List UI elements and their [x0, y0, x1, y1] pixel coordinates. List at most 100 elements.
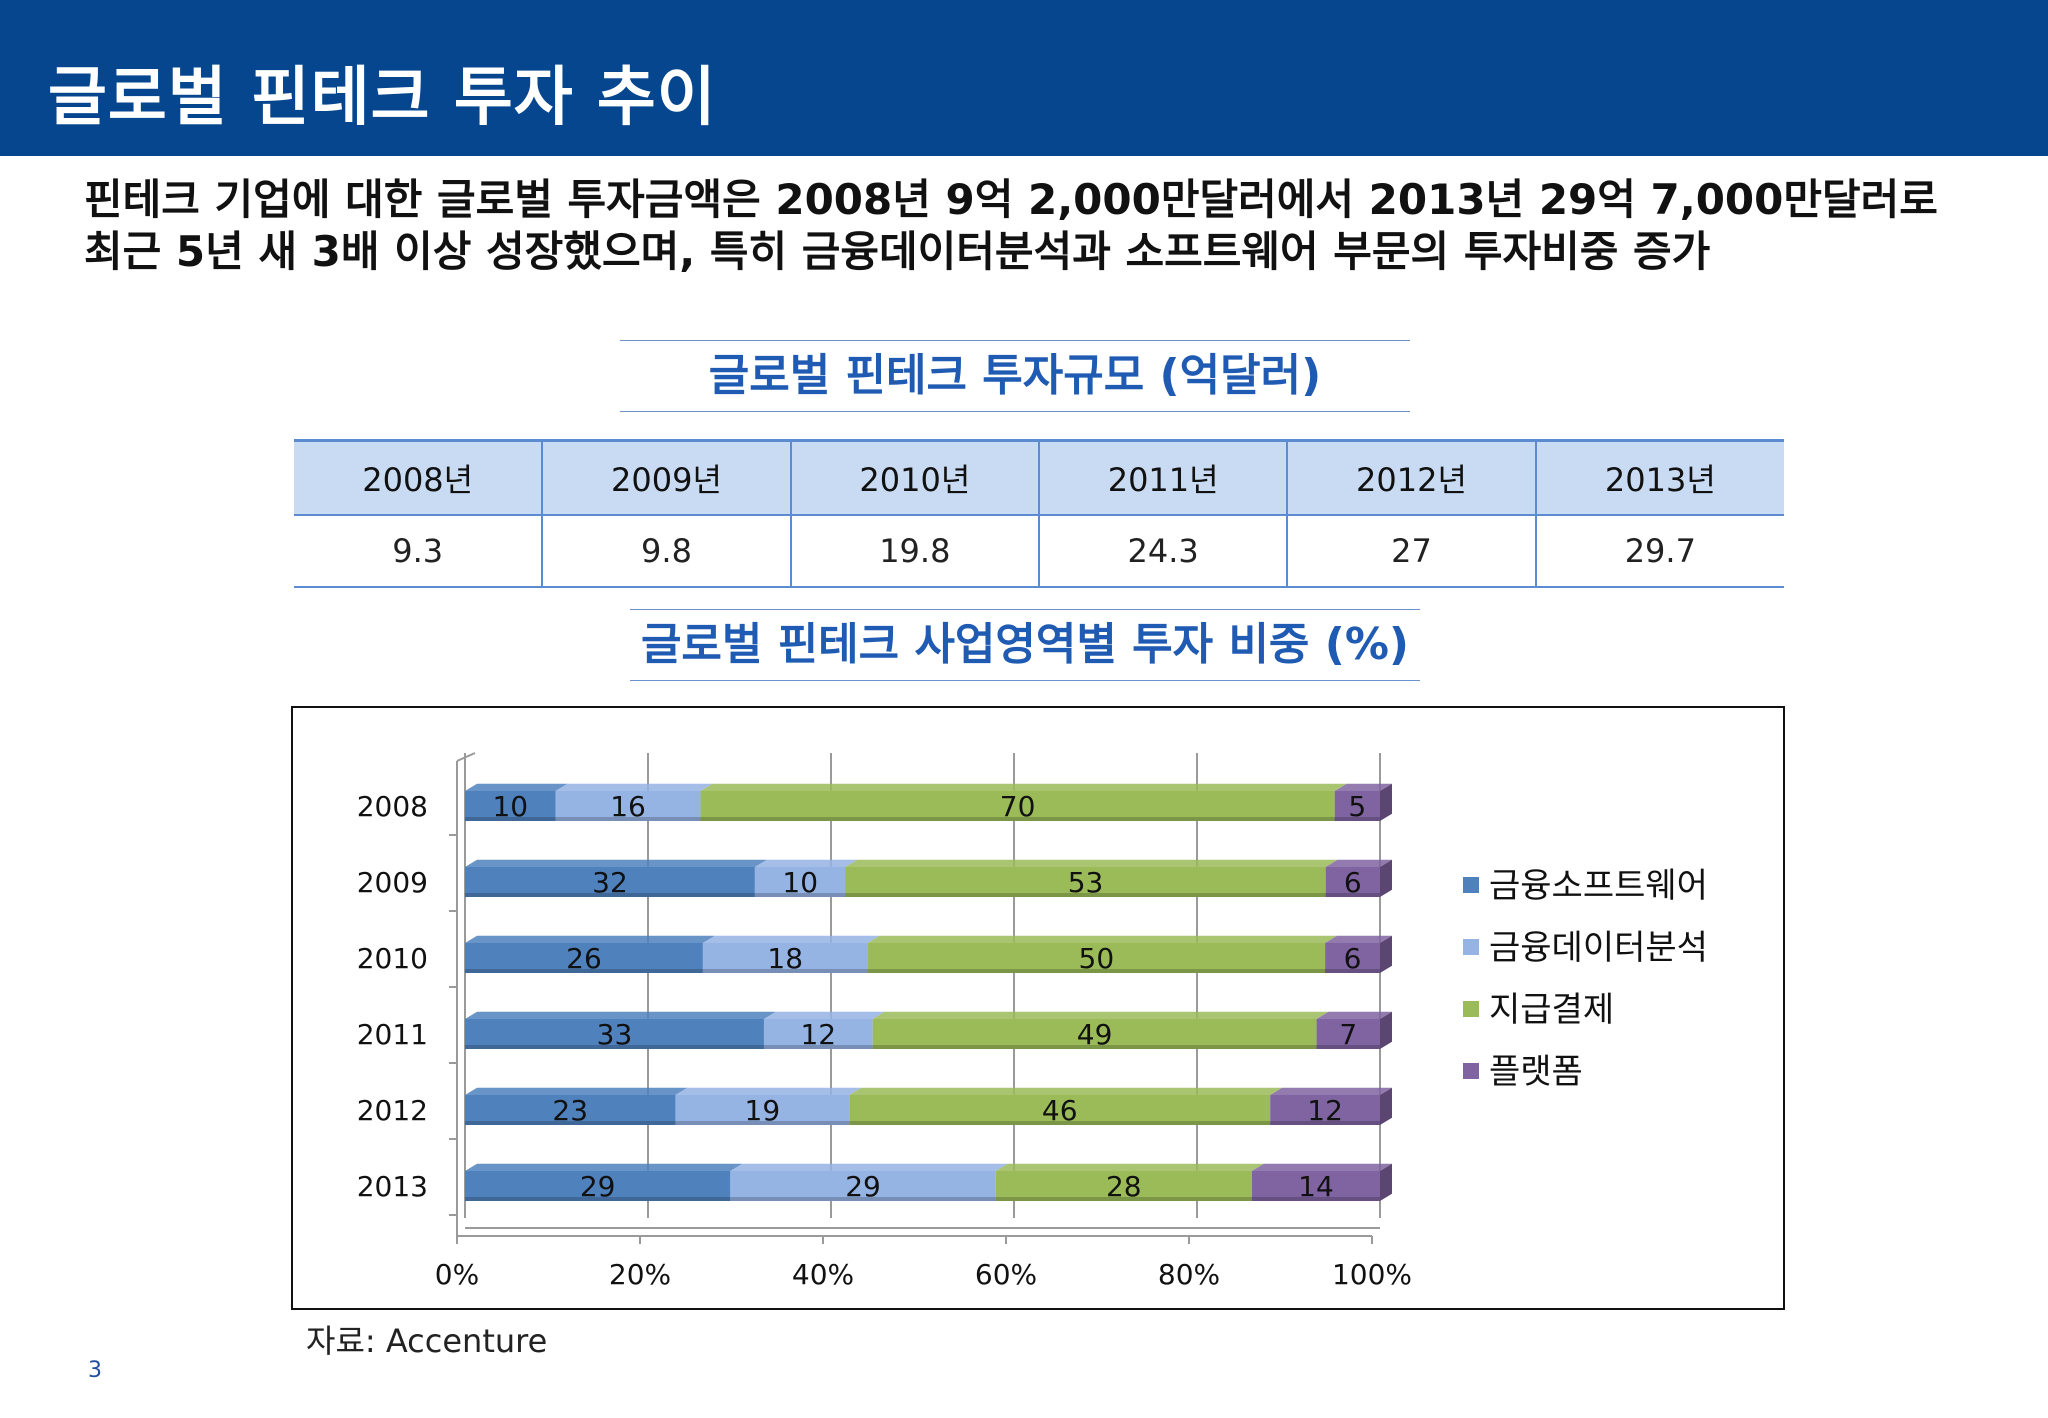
table-header-cell: 2012년 — [1286, 439, 1536, 515]
bar-segment-shade — [845, 893, 1326, 897]
bar-top-face — [872, 1011, 1329, 1019]
data-label: 26 — [566, 942, 602, 975]
table-header-cell: 2008년 — [294, 439, 543, 515]
data-label: 5 — [1348, 790, 1366, 823]
bar-segment — [465, 1095, 676, 1125]
bar-segment-shade — [1270, 1121, 1380, 1125]
legend-label: 지급결제 — [1489, 990, 1614, 1030]
bar-segment — [1316, 1019, 1380, 1049]
bar-segment — [465, 867, 755, 897]
table-cell: 24.3 — [1037, 514, 1288, 588]
source-note: 자료: Accenture — [306, 1322, 548, 1360]
bar-segment-shade — [1325, 893, 1380, 897]
data-label: 14 — [1298, 1170, 1334, 1203]
bar-segment — [465, 1019, 764, 1049]
data-label: 12 — [800, 1018, 836, 1051]
data-label: 70 — [1000, 790, 1036, 823]
bar-segment-shade — [465, 1045, 764, 1049]
bar-segment-shade — [465, 1121, 676, 1125]
bar-segment-shade — [675, 1121, 850, 1125]
bar-top-face — [465, 783, 568, 791]
bar-segment-shade — [465, 969, 703, 973]
bar-top-face — [555, 783, 713, 791]
table-row: 9.3 9.8 19.8 24.3 27 29.7 — [294, 514, 1784, 588]
bar-top-face — [1251, 1163, 1392, 1171]
bar-segment — [845, 867, 1326, 897]
bar-segment — [867, 943, 1326, 973]
bar-top-face — [1316, 1011, 1392, 1019]
legend-label: 플랫폼 — [1489, 1052, 1583, 1092]
y-tick-label: 2012 — [357, 1094, 428, 1127]
data-label: 28 — [1106, 1170, 1142, 1203]
x-tick-label: 60% — [975, 1258, 1037, 1291]
bar-top-face — [675, 1087, 862, 1095]
bar-segment-shade — [1251, 1197, 1380, 1201]
bar-segment-shade — [702, 969, 868, 973]
data-label: 29 — [845, 1170, 881, 1203]
y-axis-top — [456, 752, 476, 762]
bar-top-face — [849, 1087, 1283, 1095]
x-tick-label: 40% — [792, 1258, 854, 1291]
stacked-bar-chart: 0% 20% 40% 60% 80% 100% 2008 10 16 70 5 2009 32 10 53 6… — [357, 752, 1708, 1291]
data-label: 50 — [1079, 942, 1115, 975]
data-label: 6 — [1344, 866, 1362, 899]
bar-segment — [872, 1019, 1317, 1049]
table-cell: 27 — [1286, 514, 1536, 588]
bar-segment-shade — [1334, 817, 1380, 821]
data-label: 18 — [767, 942, 803, 975]
bar-top-face — [763, 1011, 885, 1019]
x-tick-label: 20% — [609, 1258, 671, 1291]
table-cell: 29.7 — [1534, 514, 1784, 588]
investment-table: 2008년 2009년 2010년 2011년 2012년 2013년 9.3 … — [294, 439, 1784, 588]
data-label: 29 — [580, 1170, 616, 1203]
bar-segment-shade — [465, 893, 755, 897]
bar-top-face — [465, 859, 767, 867]
legend-swatch — [1463, 939, 1479, 955]
bar-segment-shade — [1325, 969, 1380, 973]
data-label: 32 — [592, 866, 628, 899]
legend-label: 금융데이터분석 — [1489, 928, 1708, 968]
data-label: 53 — [1068, 866, 1104, 899]
x-tick-label: 100% — [1332, 1258, 1412, 1291]
bar-segment — [1251, 1171, 1380, 1201]
bar-segment-shade — [867, 969, 1326, 973]
chart-frame: 0% 20% 40% 60% 80% 100% 2008 10 16 70 5 2009 32 10 53 6… — [291, 706, 1785, 1310]
bar-top-face — [700, 783, 1347, 791]
bar-side-face — [1380, 1087, 1392, 1125]
bar-segment — [754, 867, 846, 897]
bar-top-face — [465, 1163, 743, 1171]
bar-top-face — [465, 935, 715, 943]
bar-segment — [675, 1095, 850, 1125]
bar-segment-shade — [465, 1197, 731, 1201]
bar-segment — [465, 943, 703, 973]
bar-segment — [702, 943, 868, 973]
bar-segment — [465, 791, 556, 821]
bar-top-face — [465, 1087, 688, 1095]
data-label: 16 — [610, 790, 646, 823]
bar-segment — [995, 1171, 1252, 1201]
bar-segment — [700, 791, 1335, 821]
y-tick-label: 2013 — [357, 1170, 428, 1203]
data-label: 49 — [1077, 1018, 1113, 1051]
summary-line-2: 최근 5년 새 3배 이상 성장했으며, 특히 금융데이터분석과 소프트웨어 부… — [84, 227, 1711, 276]
x-tick-label: 0% — [435, 1258, 479, 1291]
bar-side-face — [1380, 859, 1392, 897]
bar-segment-shade — [754, 893, 846, 897]
page-title: 글로벌 핀테크 투자 추이 — [48, 61, 717, 135]
data-label: 33 — [597, 1018, 633, 1051]
data-label: 10 — [492, 790, 528, 823]
table-header-cell: 2009년 — [541, 439, 791, 515]
bar-side-face — [1380, 935, 1392, 973]
bar-top-face — [730, 1163, 1008, 1171]
legend-swatch — [1463, 1063, 1479, 1079]
data-label: 23 — [552, 1094, 588, 1127]
bar-top-face — [465, 1011, 776, 1019]
table-header-cell: 2010년 — [789, 439, 1039, 515]
data-label: 6 — [1344, 942, 1362, 975]
bar-segment-shade — [872, 1045, 1317, 1049]
summary-text: 핀테크 기업에 대한 글로벌 투자금액은 2008년 9억 2,000만달러에서… — [84, 174, 2024, 278]
table-header-row: 2008년 2009년 2010년 2011년 2012년 2013년 — [294, 439, 1784, 515]
bar-segment-shade — [849, 1121, 1271, 1125]
bar-top-face — [702, 935, 880, 943]
bar-segment-shade — [730, 1197, 996, 1201]
